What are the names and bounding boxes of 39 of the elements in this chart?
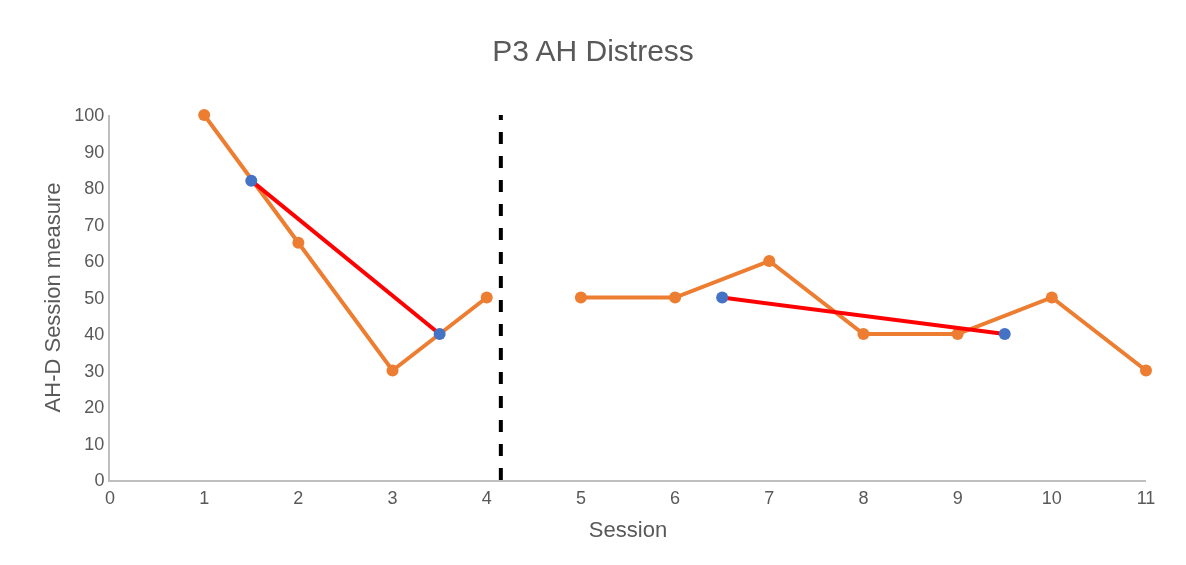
y-tick-label: 70 bbox=[84, 214, 105, 235]
x-tick-label: 9 bbox=[952, 487, 963, 508]
y-tick-label: 10 bbox=[84, 433, 105, 454]
y-tick-label: 50 bbox=[84, 287, 105, 308]
x-axis-title: Session bbox=[588, 517, 668, 542]
x-tick-label: 8 bbox=[858, 487, 869, 508]
point bbox=[292, 236, 305, 249]
x-tick-label: 6 bbox=[670, 487, 681, 508]
y-tick-label: 20 bbox=[84, 397, 105, 418]
point bbox=[1045, 291, 1058, 304]
point bbox=[998, 328, 1011, 340]
point bbox=[669, 291, 682, 304]
point bbox=[763, 255, 776, 267]
x-tick-label: 4 bbox=[481, 487, 492, 508]
point bbox=[198, 109, 211, 121]
point bbox=[386, 364, 399, 377]
y-tick-label: 0 bbox=[94, 470, 105, 491]
point bbox=[480, 291, 493, 304]
y-tick-label: 60 bbox=[84, 251, 105, 272]
y-tick-label: 30 bbox=[84, 360, 105, 381]
point bbox=[716, 291, 729, 304]
chart-title: P3 AH Distress bbox=[492, 33, 694, 67]
x-tick-label: 7 bbox=[764, 487, 775, 508]
x-tick-label: 1 bbox=[199, 487, 210, 508]
x-tick-label: 10 bbox=[1041, 487, 1062, 508]
x-tick-label: 5 bbox=[575, 487, 586, 508]
y-axis-title: AH-D Session measure bbox=[39, 182, 65, 413]
point bbox=[1140, 364, 1152, 377]
x-tick-label: 2 bbox=[293, 487, 304, 508]
y-tick-label: 100 bbox=[74, 105, 105, 126]
point bbox=[857, 328, 870, 340]
y-tick-label: 80 bbox=[84, 178, 105, 199]
x-tick-label: 3 bbox=[387, 487, 398, 508]
point bbox=[433, 328, 446, 340]
y-tick-label: 90 bbox=[84, 141, 105, 162]
point bbox=[574, 291, 587, 304]
x-tick-label: 11 bbox=[1136, 487, 1156, 508]
y-tick-label: 40 bbox=[84, 324, 105, 345]
point bbox=[245, 174, 258, 187]
